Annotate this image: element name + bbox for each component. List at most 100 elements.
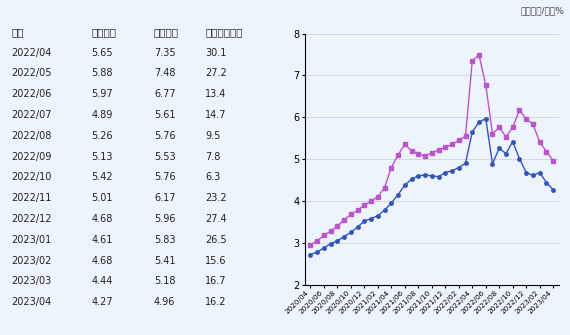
Text: 27.4: 27.4 [205,214,227,224]
国际价格 [462,134,469,138]
Text: 2022/06: 2022/06 [11,89,52,99]
Text: 5.83: 5.83 [154,235,176,245]
国内价格 [422,173,429,177]
国际价格 [422,154,429,158]
国内价格 [401,183,408,187]
国际价格 [543,149,550,153]
国内价格 [543,181,550,185]
Text: 5.65: 5.65 [91,48,113,58]
国际价格 [469,59,476,63]
国内价格 [489,162,496,166]
国际价格 [475,53,482,57]
国内价格 [530,174,536,178]
国际价格 [496,125,503,129]
国内价格 [415,174,422,178]
Text: 5.13: 5.13 [91,151,113,161]
国内价格 [307,253,314,257]
国际价格 [320,233,327,237]
Text: 国际比国内高: 国际比国内高 [205,27,243,37]
国内价格 [442,171,449,175]
Text: 5.76: 5.76 [154,131,176,141]
国内价格 [510,139,516,143]
国内价格 [482,117,489,121]
国际价格 [401,142,408,146]
国际价格 [482,83,489,87]
国内价格 [347,230,354,234]
Text: 6.17: 6.17 [154,193,176,203]
Text: 5.01: 5.01 [91,193,113,203]
Text: 2023/03: 2023/03 [11,276,52,286]
国内价格 [320,246,327,250]
国际价格 [347,212,354,216]
国际价格 [489,132,496,136]
国内价格 [523,171,530,175]
国际价格 [361,203,368,207]
国际价格 [408,149,415,153]
Text: 2022/07: 2022/07 [11,110,52,120]
Text: 5.42: 5.42 [91,172,113,182]
Text: 2022/11: 2022/11 [11,193,52,203]
Text: 15.6: 15.6 [205,256,227,266]
Text: 4.96: 4.96 [154,297,176,307]
国际价格 [536,140,543,144]
国际价格 [530,122,536,126]
Text: 14.7: 14.7 [205,110,227,120]
国内价格 [354,225,361,229]
Text: 6.77: 6.77 [154,89,176,99]
国内价格 [503,152,510,156]
Text: 2022/12: 2022/12 [11,214,52,224]
国际价格 [314,239,320,243]
国内价格 [314,250,320,254]
国际价格 [327,229,334,233]
Text: 2022/08: 2022/08 [11,131,52,141]
国内价格 [388,201,394,205]
Text: 单位：元/斤，%: 单位：元/斤，% [520,7,564,16]
国际价格 [503,135,510,139]
Line: 国际价格: 国际价格 [308,54,555,247]
国内价格 [368,217,374,221]
国内价格 [361,219,368,223]
国内价格 [475,120,482,124]
国内价格 [394,193,401,197]
国际价格 [550,159,557,163]
国内价格 [327,242,334,246]
Text: 5.61: 5.61 [154,110,176,120]
国际价格 [510,125,516,129]
国内价格 [381,208,388,212]
Text: 4.68: 4.68 [91,214,113,224]
Text: 4.68: 4.68 [91,256,113,266]
国际价格 [354,208,361,212]
国内价格 [462,161,469,165]
Text: 7.35: 7.35 [154,48,176,58]
Text: 5.96: 5.96 [154,214,176,224]
国内价格 [550,188,557,192]
国际价格 [435,148,442,152]
国际价格 [341,218,348,222]
国内价格 [455,165,462,170]
国内价格 [334,239,341,243]
国际价格 [374,195,381,199]
国内价格 [516,157,523,161]
Text: 2022/09: 2022/09 [11,151,52,161]
Text: 2023/01: 2023/01 [11,235,52,245]
Text: 7.48: 7.48 [154,68,176,78]
国际价格 [381,186,388,190]
国际价格 [429,151,435,155]
Text: 5.97: 5.97 [91,89,113,99]
Text: 国际价格: 国际价格 [154,27,179,37]
Text: 23.2: 23.2 [205,193,227,203]
国际价格 [442,145,449,149]
国内价格 [469,130,476,134]
国内价格 [536,171,543,175]
国内价格 [429,174,435,178]
Text: 5.53: 5.53 [154,151,176,161]
Text: 国内价格: 国内价格 [91,27,116,37]
国际价格 [415,152,422,156]
Line: 国内价格: 国内价格 [308,117,555,256]
Text: 2022/05: 2022/05 [11,68,52,78]
国际价格 [368,199,374,203]
国内价格 [449,169,455,173]
Text: 13.4: 13.4 [205,89,226,99]
国际价格 [516,108,523,112]
国际价格 [307,243,314,247]
